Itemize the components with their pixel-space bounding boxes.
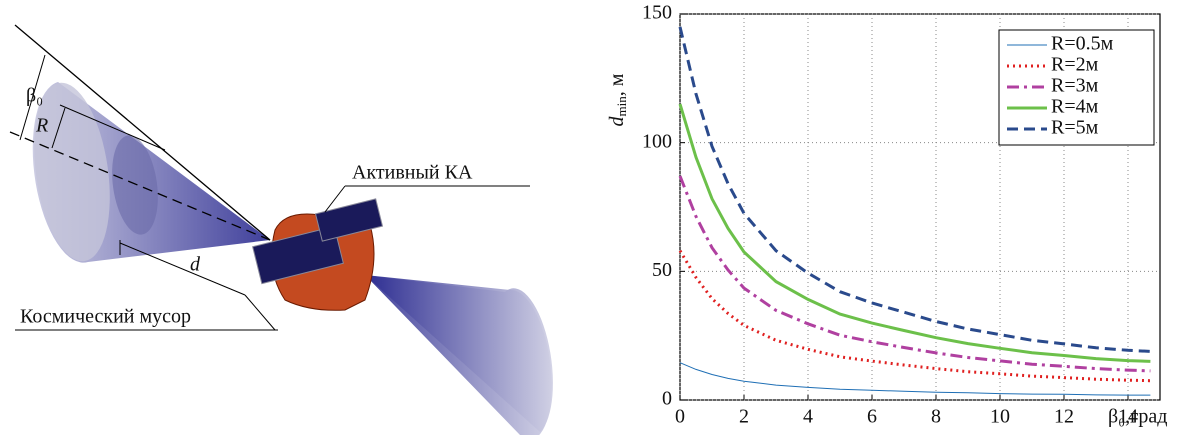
series-line <box>678 26 1151 353</box>
legend-label: R=3м <box>1051 75 1099 97</box>
series-line <box>678 103 1151 363</box>
y-tick-label: 150 <box>642 2 672 24</box>
legend-label: R=4м <box>1051 96 1099 118</box>
x-tick-label: 12 <box>1054 406 1074 428</box>
y-label-symbol: d <box>606 115 628 126</box>
debris-label: Космический мусор <box>20 306 191 328</box>
x-tick-label: 2 <box>739 406 749 428</box>
legend-label: R=2м <box>1051 54 1099 76</box>
beta-label: β₀ <box>26 85 43 107</box>
x-axis-label: β₀,град <box>1108 406 1167 428</box>
x-tick-label: 14 <box>1118 406 1138 428</box>
x-tick-label: 4 <box>803 406 813 428</box>
x-tick-label: 6 <box>867 406 877 428</box>
x-tick-label: 8 <box>931 406 941 428</box>
x-tick-label: 0 <box>675 406 685 428</box>
y-label-unit: , м <box>606 73 628 96</box>
legend-label: R=5м <box>1051 117 1099 139</box>
diagram: β₀ R d Активный КА Космический мусор <box>9 24 553 440</box>
r-label: R <box>35 115 48 137</box>
chart: 0 2 4 6 8 10 12 14 0 50 100 150 R=0.5мR=2мR=3мR=4мR=… <box>642 2 1161 428</box>
y-tick-label: 50 <box>652 259 672 281</box>
y-tick-label: 100 <box>642 130 672 152</box>
d-label: d <box>190 254 201 276</box>
series-line <box>678 175 1151 373</box>
x-tick-label: 10 <box>990 406 1010 428</box>
legend-label: R=0.5м <box>1051 33 1114 55</box>
y-label-sub: min <box>614 96 629 117</box>
y-tick-label: 0 <box>662 388 672 410</box>
active-label: Активный КА <box>352 162 473 184</box>
y-axis-label: dmin, м <box>606 73 629 126</box>
series-line <box>679 362 1151 396</box>
